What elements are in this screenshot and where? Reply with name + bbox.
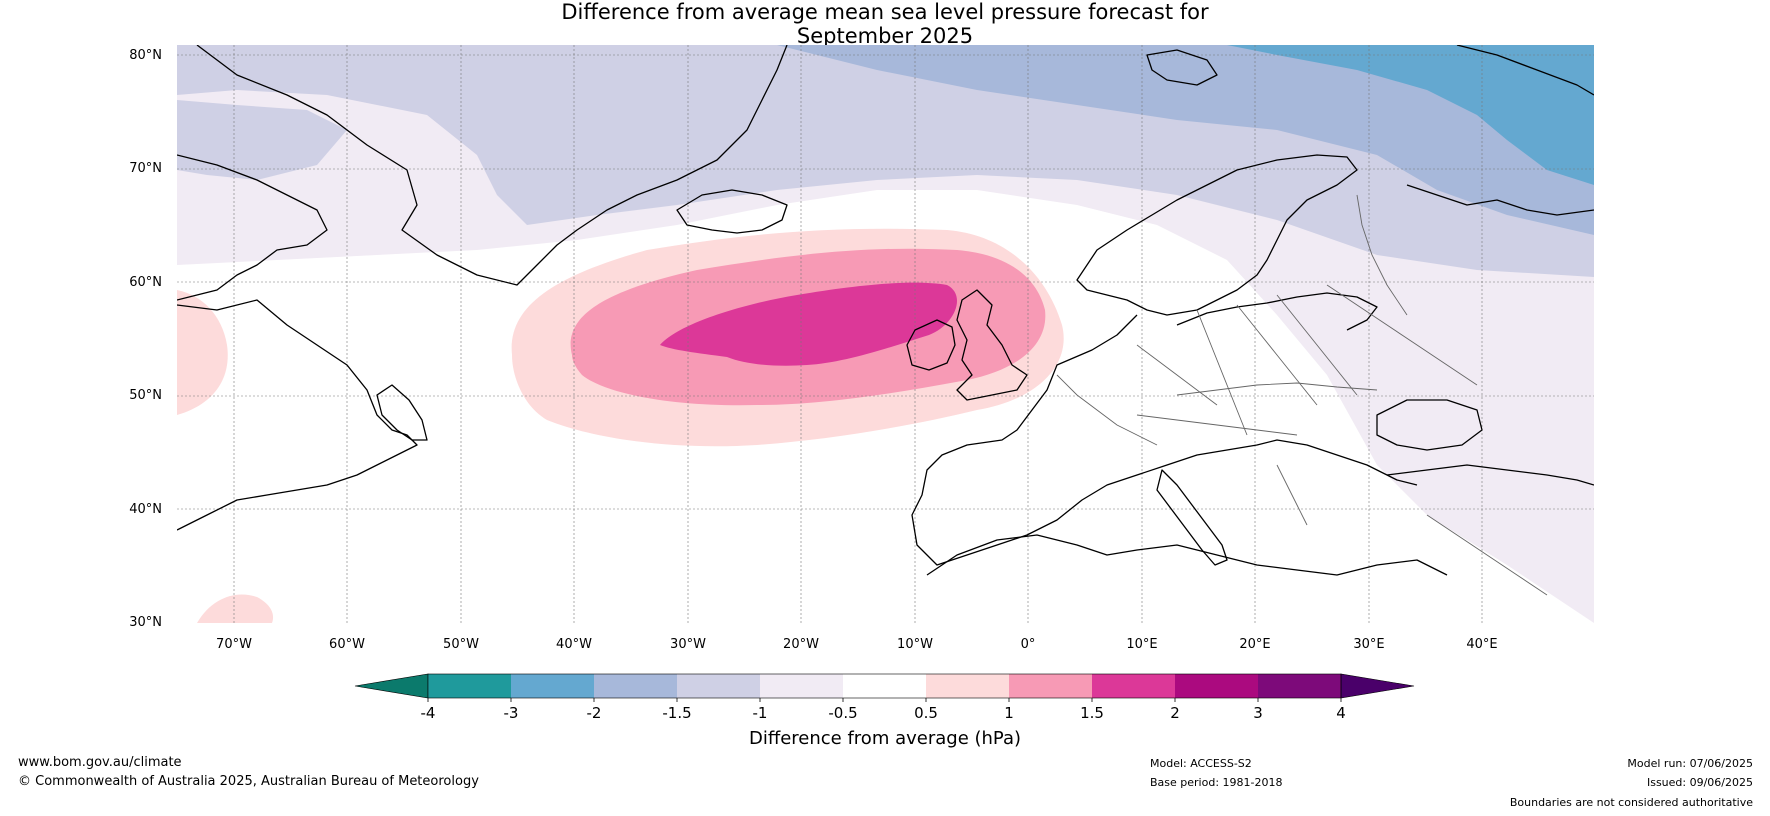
coast-svalbard — [1146, 49, 1218, 86]
colorbar-tick-label: -1.5 — [662, 704, 692, 722]
map-title: Difference from average mean sea level p… — [0, 0, 1770, 48]
lon-label-20w: 20°W — [783, 637, 819, 652]
colorbar-tick-label: -2 — [586, 704, 602, 722]
colorbar-extend-low — [354, 673, 429, 699]
colorbar-segment — [1175, 674, 1258, 698]
lat-label-80n: 80°N — [129, 48, 162, 63]
colorbar-tick-label: -4 — [420, 704, 436, 722]
footer-base-period: Base period: 1981-2018 — [1150, 776, 1283, 789]
anomaly-band-pos-0-5-west — [177, 290, 228, 415]
coast-italy — [1156, 469, 1228, 566]
colorbar-segment — [511, 674, 594, 698]
coast-north-africa — [926, 534, 1448, 576]
footer-model-run: Model run: 07/06/2025 — [1627, 757, 1753, 770]
anomaly-band-pos-1-5 — [660, 282, 958, 366]
anomaly-band-pos-0-5-south — [197, 594, 274, 623]
footer-url[interactable]: www.bom.gov.au/climate — [18, 755, 182, 770]
colorbar-outline — [427, 673, 1342, 699]
colorbar-tick-label: 1.5 — [1080, 704, 1104, 722]
lon-label-70w: 70°W — [216, 637, 252, 652]
lon-label-50w: 50°W — [443, 637, 479, 652]
coast-novaya — [1456, 45, 1594, 96]
colorbar-segment — [677, 674, 760, 698]
colorbar-tick-label: 0.5 — [914, 704, 938, 722]
colorbar-tick-label: -3 — [503, 704, 519, 722]
colorbar-tick-label: -1 — [752, 704, 768, 722]
colorbar-segment — [1092, 674, 1175, 698]
colorbar-tick-label: 1 — [1004, 704, 1014, 722]
colorbar-segment — [1258, 674, 1341, 698]
coast-baffin — [177, 154, 328, 301]
lon-label-60w: 60°W — [329, 637, 365, 652]
footer-model: Model: ACCESS-S2 — [1150, 757, 1252, 770]
coast-britain — [956, 289, 1028, 401]
footer-disclaimer: Boundaries are not considered authoritat… — [1509, 796, 1753, 809]
lon-label-30e: 30°E — [1353, 637, 1385, 652]
lon-label-10e: 10°E — [1126, 637, 1158, 652]
colorbar-segment — [428, 674, 511, 698]
colorbar-tick-label: -0.5 — [828, 704, 858, 722]
footer-issued: Issued: 09/06/2025 — [1646, 776, 1753, 789]
graticule — [177, 45, 1594, 623]
title-line-2: September 2025 — [796, 24, 974, 48]
colorbar-tick-label: 3 — [1253, 704, 1263, 722]
coast-greenland — [196, 45, 788, 286]
colorbar — [354, 673, 1415, 702]
anomaly-band-neg-2 — [1227, 45, 1594, 185]
coast-europe-west — [911, 314, 1418, 566]
anomaly-band-neg-1-small — [177, 100, 347, 180]
lon-label-40w: 40°W — [556, 637, 592, 652]
lat-label-30n: 30°N — [129, 615, 162, 630]
lon-label-20e: 20°E — [1239, 637, 1271, 652]
colorbar-tick-label: 4 — [1336, 704, 1346, 722]
coast-labrador — [177, 299, 418, 531]
coast-norway — [1076, 154, 1358, 316]
coast-black-sea — [1376, 399, 1483, 451]
coast-iceland — [676, 189, 788, 234]
coastlines — [177, 45, 1594, 576]
pressure-anomaly-map — [177, 45, 1594, 623]
lat-label-40n: 40°N — [129, 502, 162, 517]
lat-label-50n: 50°N — [129, 388, 162, 403]
colorbar-tick-label: 2 — [1170, 704, 1180, 722]
coast-turkey — [1386, 464, 1594, 486]
colorbar-segment — [926, 674, 1009, 698]
lat-label-60n: 60°N — [129, 275, 162, 290]
lat-label-70n: 70°N — [129, 161, 162, 176]
colorbar-segment — [1009, 674, 1092, 698]
coast-newfoundland — [376, 384, 428, 441]
lon-label-10w: 10°W — [897, 637, 933, 652]
country-borders — [1056, 194, 1548, 596]
lon-label-0: 0° — [1020, 637, 1036, 652]
colorbar-segment — [843, 674, 926, 698]
coast-russia-north — [1406, 184, 1594, 216]
colorbar-segment — [594, 674, 677, 698]
title-line-1: Difference from average mean sea level p… — [561, 0, 1209, 24]
coast-ireland — [906, 319, 956, 371]
colorbar-extend-high — [1340, 673, 1415, 699]
lon-label-30w: 30°W — [670, 637, 706, 652]
footer-copyright: © Commonwealth of Australia 2025, Austra… — [18, 774, 479, 789]
coast-baltic — [1176, 292, 1378, 331]
anomaly-band-neg-1-5 — [777, 45, 1594, 235]
lon-label-40e: 40°E — [1466, 637, 1498, 652]
colorbar-title: Difference from average (hPa) — [748, 728, 1022, 749]
colorbar-segment — [760, 674, 843, 698]
